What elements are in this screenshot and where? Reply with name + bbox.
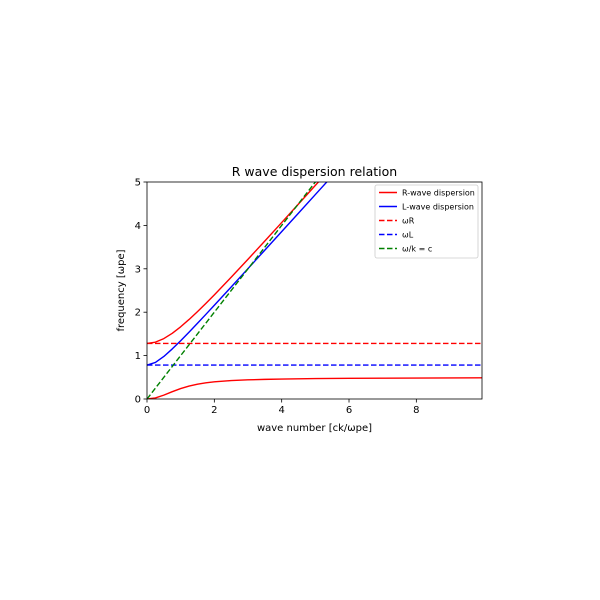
y-tick-label: 4 (135, 221, 141, 232)
y-axis-label: frequency [ωpe] (116, 249, 127, 331)
l-wave-dispersion-line (147, 182, 328, 366)
r-wave-dispersion-line-branch-1 (147, 182, 320, 345)
x-tick-label: 0 (144, 405, 150, 416)
x-tick-label: 2 (211, 405, 217, 416)
legend-label-r-wave-dispersion: R-wave dispersion (402, 189, 475, 198)
x-axis-label: wave number [ck/ωpe] (257, 423, 372, 434)
omega-k-c-line (147, 182, 317, 399)
legend-frame (374, 184, 479, 259)
plot-series (147, 182, 482, 399)
legend: R-wave dispersion L-wave dispersion ωR ωL ω/… (374, 184, 479, 259)
x-tick-label: 8 (413, 405, 419, 416)
legend-label-omega-k-c: ω/k = c (402, 245, 432, 254)
y-axis: 0 1 2 3 4 5 (135, 178, 147, 406)
x-tick-label: 6 (346, 405, 352, 416)
y-tick-label: 3 (135, 264, 141, 275)
y-tick-label: 0 (135, 395, 141, 406)
y-tick-label: 1 (135, 351, 141, 362)
chart-title: R wave dispersion relation (232, 164, 397, 179)
plot-frame (146, 181, 483, 400)
legend-label-l-wave-dispersion: L-wave dispersion (402, 203, 474, 212)
x-axis: 0 2 4 6 8 (144, 399, 420, 416)
y-tick-label: 2 (135, 308, 141, 319)
r-wave-dispersion-line-branch-2 (147, 377, 482, 399)
y-tick-label: 5 (135, 178, 141, 189)
x-tick-label: 4 (278, 405, 284, 416)
legend-label-omegal: ωL (402, 231, 414, 240)
legend-label-omegar: ωR (402, 217, 415, 226)
